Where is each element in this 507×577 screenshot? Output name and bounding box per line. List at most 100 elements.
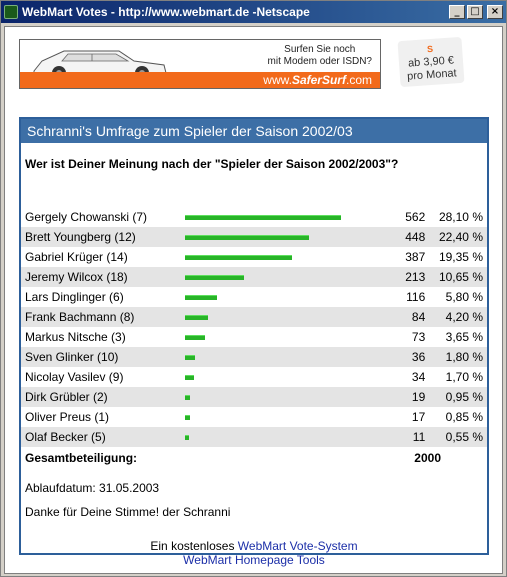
vote-bar [184,375,194,380]
vote-bar [184,355,195,360]
vote-bar [184,395,190,400]
title-bar[interactable]: WebMart Votes - http://www.webmart.de -N… [1,1,506,23]
vote-count: 19 [411,390,426,404]
bar-track [184,331,387,343]
vote-percent: 0,85 % [445,410,483,424]
vote-system-link[interactable]: WebMart Vote-System [237,539,358,553]
thanks-message: Danke für Deine Stimme! der Schranni [25,505,231,519]
result-row: Gabriel Krüger (14) 387 19,35 % [21,247,487,267]
minimize-button[interactable]: _ [449,5,465,19]
player-name: Dirk Grübler (2) [25,390,108,404]
banner-domain-suffix: .com [345,73,372,87]
window-title: WebMart Votes - http://www.webmart.de -N… [22,5,310,19]
player-name: Gergely Chowanski (7) [25,210,148,224]
result-row: Oliver Preus (1) 17 0,85 % [21,407,487,427]
netscape-icon [4,5,18,19]
banner-domain: www.SaferSurf.com [263,73,372,87]
vote-percent: 22,40 % [438,230,483,244]
maximize-button[interactable]: □ [467,5,483,19]
bar-track [184,291,387,303]
vote-bar [184,315,208,320]
result-row: Jeremy Wilcox (18) 213 10,65 % [21,267,487,287]
vote-percent: 5,80 % [445,290,483,304]
vote-count: 213 [405,270,426,284]
vote-bar [184,215,341,220]
expiry-date: Ablaufdatum: 31.05.2003 [25,481,160,495]
player-name: Oliver Preus (1) [25,410,110,424]
vote-percent: 1,80 % [445,350,483,364]
player-name: Frank Bachmann (8) [25,310,135,324]
bar-track [184,231,387,243]
vote-percent: 19,35 % [438,250,483,264]
vote-count: 73 [411,330,426,344]
close-button[interactable]: × [487,5,503,19]
vote-percent: 10,65 % [438,270,483,284]
banner-strip: www.SaferSurf.com [20,72,380,88]
vote-percent: 1,70 % [445,370,483,384]
total-row: Gesamtbeteiligung: 2000 [21,447,487,469]
banner-domain-prefix: www. [263,73,292,87]
result-row: Nicolay Vasilev (9) 34 1,70 % [21,367,487,387]
poll-question: Wer ist Deiner Meinung nach der "Spieler… [25,157,399,171]
total-label: Gesamtbeteiligung: [25,451,138,465]
vote-count: 116 [406,290,426,304]
vote-bar [184,295,217,300]
vote-count: 36 [411,350,426,364]
result-row: Frank Bachmann (8) 84 4,20 % [21,307,487,327]
vote-percent: 0,55 % [445,430,483,444]
price-badge[interactable]: S ab 3,90 € pro Monat [397,36,465,88]
result-row: Lars Dinglinger (6) 116 5,80 % [21,287,487,307]
poll-panel: Schranni's Umfrage zum Spieler der Saiso… [19,117,489,567]
bar-track [184,311,387,323]
vote-bar [184,435,189,440]
results-list: Gergely Chowanski (7) 562 28,10 % Brett You… [21,207,487,447]
footer-prefix: Ein kostenloses [150,539,238,553]
vote-bar [184,335,205,340]
vote-percent: 4,20 % [445,310,483,324]
player-name: Markus Nitsche (3) [25,330,126,344]
banner-domain-brand: SaferSurf [291,73,346,87]
vote-count: 84 [411,310,426,324]
bar-track [184,391,387,403]
player-name: Gabriel Krüger (14) [25,250,128,264]
result-row: Markus Nitsche (3) 73 3,65 % [21,327,487,347]
player-name: Olaf Becker (5) [25,430,106,444]
page-content: Surfen Sie noch mit Modem oder ISDN? www… [4,26,503,574]
result-row: Olaf Becker (5) 11 0,55 % [21,427,487,447]
player-name: Brett Youngberg (12) [25,230,136,244]
bar-track [184,211,387,223]
vote-count: 11 [412,430,426,444]
vote-percent: 3,65 % [445,330,483,344]
result-row: Gergely Chowanski (7) 562 28,10 % [21,207,487,227]
vote-count: 387 [405,250,426,264]
vote-count: 562 [405,210,426,224]
footer: Ein kostenloses WebMart Vote-System WebM… [21,539,487,567]
bar-track [184,351,387,363]
result-row: Dirk Grübler (2) 19 0,95 % [21,387,487,407]
vote-percent: 0,95 % [445,390,483,404]
ad-banner[interactable]: Surfen Sie noch mit Modem oder ISDN? www… [19,39,381,89]
player-name: Sven Glinker (10) [25,350,119,364]
result-row: Sven Glinker (10) 36 1,80 % [21,347,487,367]
vote-count: 17 [411,410,426,424]
player-name: Jeremy Wilcox (18) [25,270,128,284]
banner-headline: Surfen Sie noch mit Modem oder ISDN? [268,44,372,68]
vote-percent: 28,10 % [438,210,483,224]
poll-heading: Schranni's Umfrage zum Spieler der Saiso… [21,119,487,143]
homepage-tools-link[interactable]: WebMart Homepage Tools [183,553,325,567]
banner-line-2: mit Modem oder ISDN? [267,56,372,67]
vote-bar [184,415,190,420]
bar-track [184,411,387,423]
result-row: Brett Youngberg (12) 448 22,40 % [21,227,487,247]
bar-track [184,251,387,263]
vote-count: 34 [411,370,426,384]
player-name: Nicolay Vasilev (9) [25,370,124,384]
vote-bar [184,275,244,280]
vote-bar [184,235,309,240]
player-name: Lars Dinglinger (6) [25,290,124,304]
banner-line-1: Surfen Sie noch [284,44,356,55]
vote-count: 448 [405,230,426,244]
bar-track [184,431,387,443]
vote-bar [184,255,292,260]
